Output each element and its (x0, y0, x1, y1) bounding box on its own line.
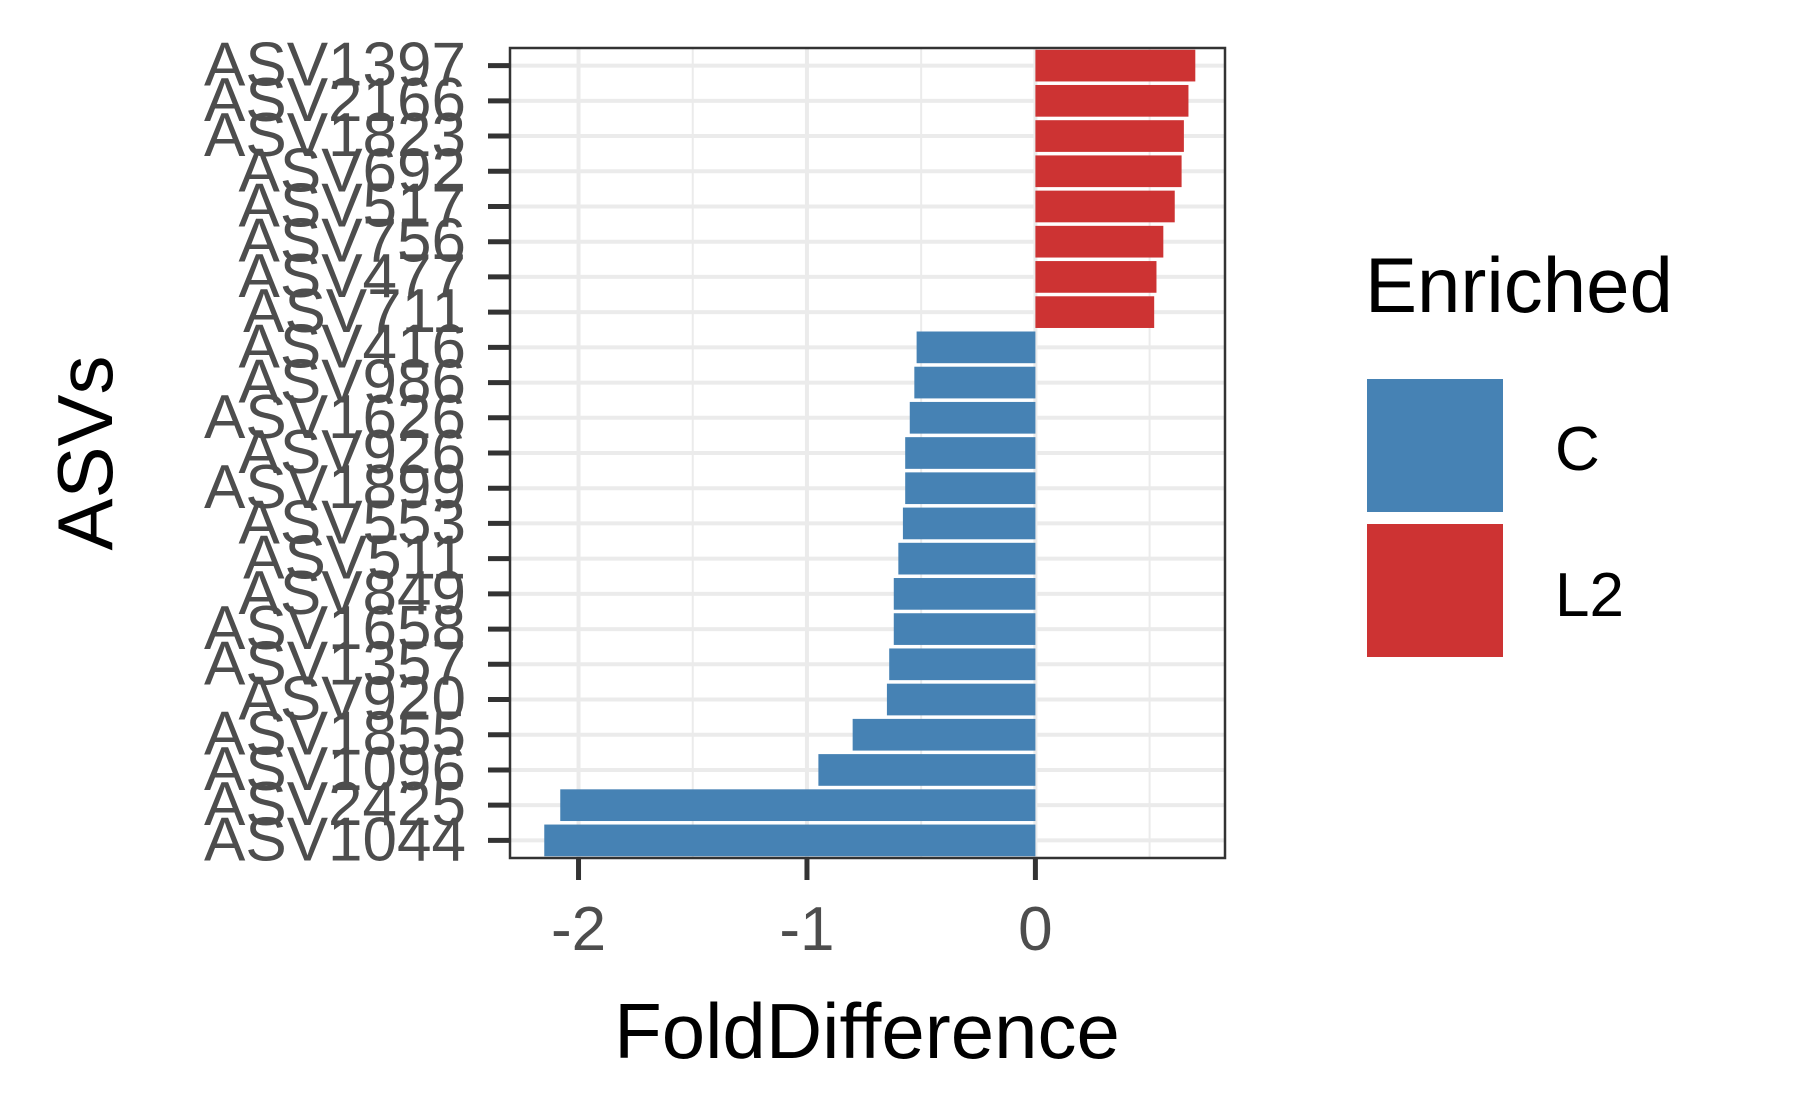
bar-asv1899 (905, 472, 1036, 505)
y-tick-label: ASV1823 (204, 101, 466, 170)
bar-asv1626 (909, 401, 1036, 434)
y-tick-label: ASV416 (238, 312, 466, 381)
y-tick-label: ASV1899 (204, 453, 466, 522)
y-tick-label: ASV692 (238, 136, 466, 205)
y-tick-label: ASV511 (243, 524, 466, 593)
x-axis-title: FoldDifference (614, 987, 1120, 1075)
y-tick-label: ASV986 (238, 348, 466, 417)
bar-asv2425 (560, 789, 1036, 822)
y-tick-label: ASV1658 (204, 594, 466, 663)
y-tick-label: ASV1044 (204, 805, 466, 874)
y-tick-label: ASV711 (243, 277, 466, 346)
y-tick-label: ASV926 (238, 418, 466, 487)
y-tick-label: ASV553 (238, 488, 466, 557)
legend-label-c: C (1555, 415, 1600, 484)
bar-asv416 (916, 331, 1036, 364)
y-axis: ASV1397ASV2166ASV1823ASV692ASV517ASV756A… (204, 31, 510, 874)
bar-asv1658 (893, 613, 1036, 645)
bar-asv711 (1035, 296, 1155, 328)
bar-asv517 (1035, 190, 1175, 223)
y-tick-label: ASV1626 (204, 383, 466, 452)
bar-asv2166 (1035, 84, 1189, 117)
legend-key-l2 (1367, 524, 1503, 657)
y-tick-label: ASV517 (238, 171, 466, 240)
legend-title: Enriched (1365, 241, 1673, 329)
x-tick-label: 0 (1018, 895, 1052, 964)
bar-asv1823 (1035, 120, 1184, 152)
y-axis-title: ASVs (41, 355, 129, 550)
bar-asv1096 (818, 754, 1036, 786)
bar-asv511 (898, 542, 1036, 575)
bars (544, 49, 1196, 857)
legend: Enriched C L2 (1365, 241, 1673, 657)
bar-asv756 (1035, 225, 1164, 258)
y-tick-label: ASV2425 (204, 770, 466, 839)
bar-asv477 (1035, 261, 1157, 293)
x-tick-label: -1 (779, 895, 834, 964)
y-tick-label: ASV756 (238, 207, 466, 276)
legend-label-l2: L2 (1555, 561, 1624, 630)
bar-asv1855 (852, 718, 1036, 751)
y-tick-label: ASV1397 (204, 31, 466, 100)
y-tick-label: ASV920 (238, 665, 466, 734)
bar-asv553 (902, 507, 1036, 540)
y-tick-label: ASV1357 (204, 629, 466, 698)
bar-asv920 (886, 683, 1036, 716)
x-tick-label: -2 (551, 895, 606, 964)
bar-asv1357 (889, 648, 1036, 681)
y-tick-label: ASV1096 (204, 735, 466, 804)
y-tick-label: ASV849 (238, 559, 466, 628)
y-tick-label: ASV477 (238, 242, 466, 311)
bar-asv1044 (544, 824, 1036, 857)
bar-asv692 (1035, 155, 1182, 188)
y-tick-label: ASV1855 (204, 700, 466, 769)
bar-asv926 (905, 437, 1036, 469)
y-tick-label: ASV2166 (204, 66, 466, 135)
bar-asv849 (893, 578, 1036, 610)
bar-asv1397 (1035, 49, 1196, 82)
bar-asv986 (914, 366, 1036, 399)
x-axis: -2 -1 0 (551, 858, 1053, 964)
legend-key-c (1367, 379, 1503, 512)
